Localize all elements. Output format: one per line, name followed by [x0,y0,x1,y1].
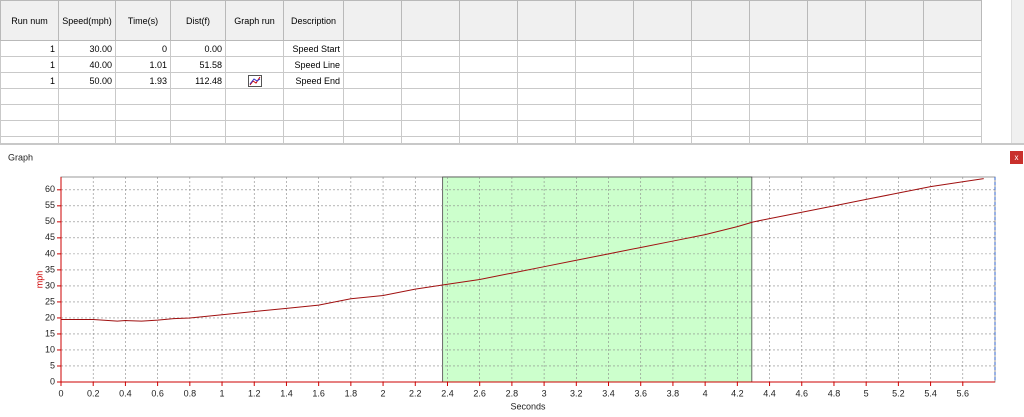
header-cell[interactable]: Dist(f) [170,0,226,41]
cell[interactable]: 51.58 [170,56,226,73]
x-tick-label: 5.6 [957,388,970,398]
x-tick-label: 3.8 [667,388,680,398]
cell[interactable]: 1 [0,72,59,89]
x-tick-label: 2.6 [473,388,486,398]
highlight-region [442,176,753,383]
x-tick-label: 5.2 [892,388,905,398]
x-tick-label: 1.4 [280,388,293,398]
y-axis-label: mph [34,271,44,289]
x-tick-label: 1.2 [248,388,261,398]
cell[interactable]: 50.00 [58,72,116,89]
cell[interactable]: 1 [0,56,59,73]
cell[interactable]: 30.00 [58,40,116,57]
x-tick-label: 0.6 [151,388,164,398]
header-cell[interactable]: Run num [0,0,59,41]
x-tick-label: 0.8 [184,388,197,398]
x-tick-label: 2.2 [409,388,422,398]
x-tick-label: 4.6 [796,388,809,398]
y-tick-label: 35 [45,264,55,274]
cell[interactable]: Speed Line [283,56,344,73]
panel-title: Graph [8,152,33,162]
x-axis-label: Seconds [510,401,546,411]
cell[interactable]: 40.00 [58,56,116,73]
y-tick-label: 55 [45,200,55,210]
x-tick-label: 3.4 [602,388,615,398]
close-button[interactable] [1010,151,1023,164]
y-tick-label: 45 [45,232,55,242]
header-cell[interactable]: Graph run [225,0,284,41]
x-tick-label: 4.2 [731,388,744,398]
x-tick-label: 0.4 [119,388,132,398]
x-tick-label: 4 [703,388,708,398]
x-tick-label: 1.8 [345,388,358,398]
cell[interactable]: Speed Start [283,40,344,57]
y-tick-label: 20 [45,312,55,322]
header-cell[interactable]: Description [283,0,344,41]
cell[interactable]: 0 [115,40,171,57]
x-tick-label: 5.4 [924,388,937,398]
run-table: Run num Speed(mph) Time(s) Dist(f) Graph… [0,0,982,143]
x-tick-label: 2.8 [506,388,519,398]
y-tick-label: 15 [45,328,55,338]
x-tick-label: 5 [864,388,869,398]
x-tick-label: 2 [381,388,386,398]
x-tick-label: 4.8 [828,388,841,398]
y-tick-label: 60 [45,184,55,194]
scrollbar[interactable] [1011,0,1024,143]
x-tick-label: 3 [542,388,547,398]
x-tick-label: 0.2 [87,388,100,398]
x-tick-label: 3.6 [634,388,647,398]
cell[interactable]: Speed End [283,72,344,89]
cell[interactable]: 1.01 [115,56,171,73]
graph-run-icon[interactable] [247,74,262,87]
x-tick-label: 2.4 [441,388,454,398]
cell[interactable]: 112.48 [170,72,226,89]
cell[interactable]: 1 [0,40,59,57]
x-tick-label: 3.2 [570,388,583,398]
x-tick-label: 1 [220,388,225,398]
x-tick-label: 0 [58,388,63,398]
speed-line [61,178,984,322]
close-label[interactable]: x [1015,153,1019,162]
y-tick-label: 10 [45,344,55,354]
y-tick-label: 30 [45,280,55,290]
cell[interactable]: 0.00 [170,40,226,57]
header-cell[interactable]: Time(s) [115,0,171,41]
x-tick-label: 4.4 [763,388,776,398]
cell[interactable]: 1.93 [115,72,171,89]
y-tick-label: 5 [50,360,55,370]
x-tick-label: 1.6 [312,388,325,398]
y-tick-label: 50 [45,216,55,226]
y-tick-label: 0 [50,376,55,386]
data-grid: Run num Speed(mph) Time(s) Dist(f) Graph… [0,0,1024,145]
header-cell[interactable]: Speed(mph) [58,0,116,41]
y-tick-label: 40 [45,248,55,258]
y-tick-label: 25 [45,296,55,306]
